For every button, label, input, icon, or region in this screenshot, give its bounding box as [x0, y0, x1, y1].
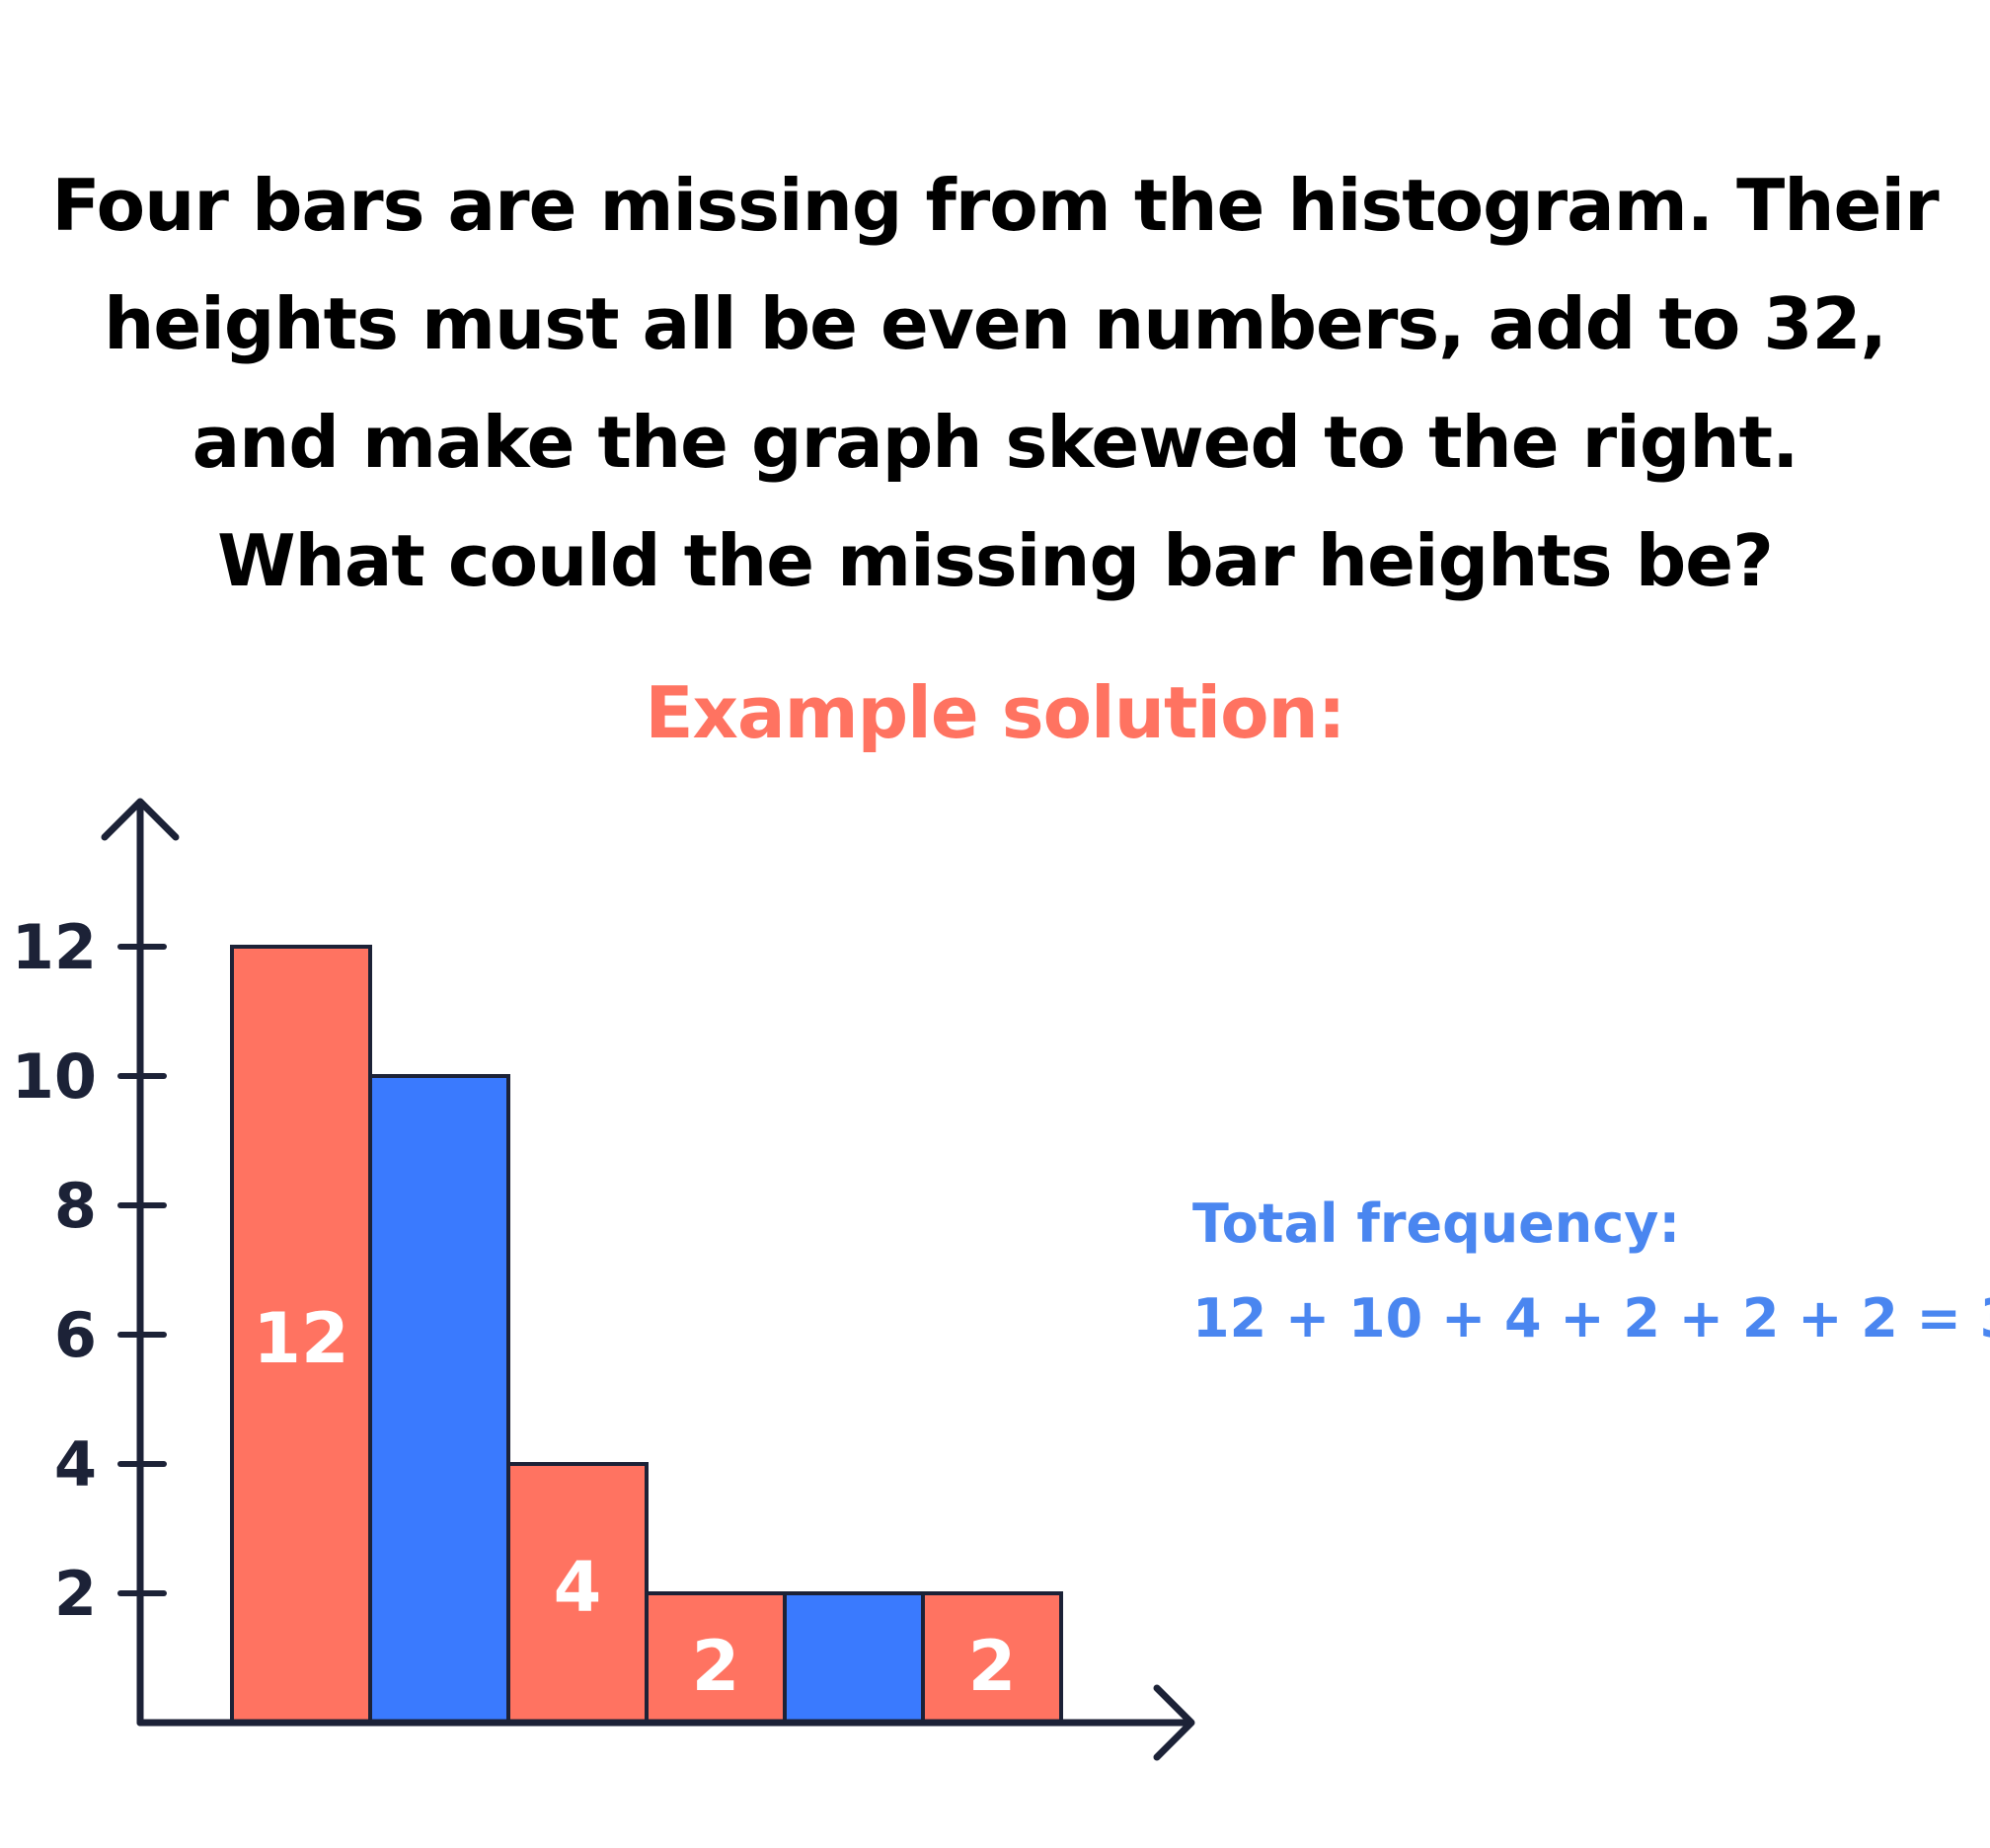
bar-value-label: 4 — [554, 1547, 602, 1628]
histogram-bar — [645, 1591, 787, 1725]
bar-value-label: 2 — [968, 1626, 1017, 1707]
question-line: and make the graph skewed to the right. — [191, 401, 1799, 484]
y-axis-arrowhead — [101, 798, 180, 841]
bar-value-label: 2 — [692, 1626, 740, 1707]
y-axis-tick-label: 4 — [54, 1428, 97, 1501]
example-solution-heading: Example solution: — [645, 671, 1345, 754]
y-axis-tick-label: 6 — [54, 1299, 97, 1371]
x-axis-arrowhead — [1153, 1684, 1195, 1761]
y-axis-tick-label: 8 — [54, 1170, 97, 1242]
bar-value-label: 12 — [253, 1298, 348, 1379]
total-frequency-equation: 12 + 10 + 4 + 2 + 2 + 2 = 32 — [1192, 1287, 1990, 1349]
histogram-bar — [230, 945, 372, 1725]
histogram-bar — [783, 1591, 925, 1725]
y-axis-tick-label: 2 — [54, 1558, 97, 1630]
histogram-bar — [921, 1591, 1063, 1725]
total-frequency: Total frequency: 12 + 10 + 4 + 2 + 2 + 2… — [1192, 1177, 1990, 1366]
total-frequency-label: Total frequency: — [1192, 1193, 1681, 1255]
question-line: Four bars are missing from the histogram… — [51, 164, 1939, 247]
question-line: heights must all be even numbers, add to… — [104, 282, 1887, 365]
question-text: Four bars are missing from the histogram… — [0, 146, 1990, 620]
histogram-bar — [368, 1074, 510, 1725]
question-line: What could the missing bar heights be? — [217, 519, 1774, 602]
y-axis-tick-label: 12 — [12, 911, 97, 983]
y-axis-tick-label: 10 — [12, 1040, 97, 1113]
